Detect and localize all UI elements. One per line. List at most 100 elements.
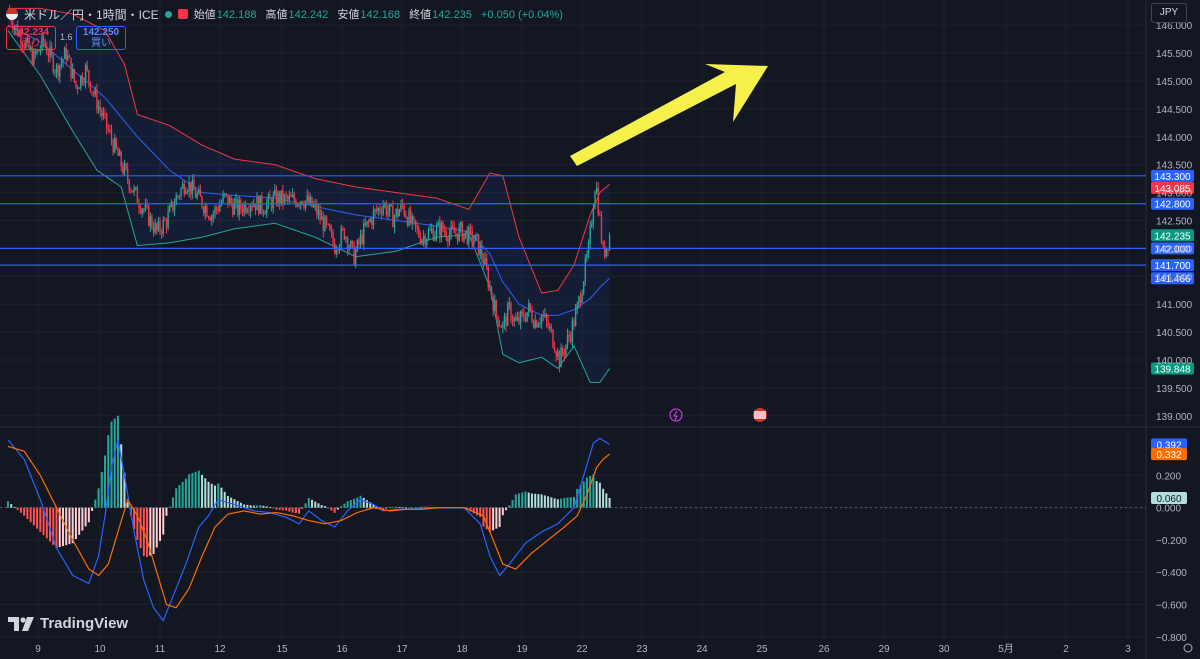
price-tag: 143.300 bbox=[1154, 172, 1191, 183]
candle-body bbox=[266, 203, 268, 214]
time-tick-label: 30 bbox=[938, 644, 950, 655]
time-tick-label: 5月 bbox=[998, 643, 1014, 655]
macd-histogram-bar bbox=[71, 507, 74, 544]
candlestick-series bbox=[8, 4, 611, 373]
candle-body bbox=[67, 55, 69, 60]
symbol-title[interactable]: 米ドル／円・1時間・ICE bbox=[24, 7, 159, 22]
time-tick-label: 15 bbox=[276, 644, 288, 655]
candle-body bbox=[332, 232, 334, 243]
candle-body bbox=[586, 254, 588, 259]
macd-histogram-bar bbox=[78, 507, 81, 535]
candle-body bbox=[367, 221, 370, 223]
macd-histogram-bar bbox=[501, 507, 504, 516]
buy-button[interactable]: 142.250 買い bbox=[76, 26, 126, 50]
candle-body bbox=[38, 50, 40, 52]
candle-body bbox=[193, 180, 195, 191]
macd-histogram-bar bbox=[68, 507, 71, 545]
candle-body bbox=[498, 325, 501, 327]
candle-body bbox=[12, 21, 14, 30]
candle-body bbox=[18, 32, 21, 36]
macd-histogram-bar bbox=[524, 491, 527, 508]
price-tick-label: 140.500 bbox=[1156, 328, 1193, 339]
settings-gear-icon[interactable] bbox=[1183, 643, 1193, 653]
candle-body bbox=[563, 352, 565, 355]
candle-body bbox=[379, 208, 381, 212]
candle-body bbox=[570, 336, 572, 342]
macd-histogram-bar bbox=[19, 507, 22, 513]
price-tag-bg bbox=[1151, 229, 1194, 242]
candle-body bbox=[191, 180, 194, 195]
candle-body bbox=[149, 216, 152, 226]
macd-histogram-bar bbox=[550, 497, 553, 508]
macd-tick-label: −0.800 bbox=[1156, 633, 1187, 644]
candle-body bbox=[500, 325, 502, 328]
candle-body bbox=[474, 234, 477, 242]
candle-body bbox=[39, 49, 42, 52]
candle-body bbox=[403, 205, 405, 215]
candle-body bbox=[196, 193, 198, 198]
high-label: 高値 bbox=[265, 9, 288, 21]
macd-histogram-bar bbox=[87, 507, 90, 523]
candle-body bbox=[42, 35, 45, 42]
currency-selector[interactable]: JPY bbox=[1151, 3, 1187, 23]
candle-body bbox=[104, 112, 106, 114]
candle-body bbox=[211, 216, 213, 221]
low-label: 安値 bbox=[337, 9, 360, 21]
candle-body bbox=[325, 216, 328, 224]
candle-body bbox=[99, 106, 101, 112]
macd-histogram-bar bbox=[291, 507, 294, 513]
macd-tag: 0.392 bbox=[1156, 440, 1181, 451]
tradingview-logo[interactable]: TradingView bbox=[8, 615, 128, 632]
candle-body bbox=[288, 196, 291, 200]
macd-histogram-bar bbox=[181, 481, 184, 508]
candle-body bbox=[133, 187, 135, 193]
macd-histogram-bar bbox=[201, 474, 204, 508]
candle-body bbox=[363, 223, 365, 244]
macd-histogram-bar bbox=[32, 507, 35, 526]
macd-histogram-bar bbox=[511, 499, 514, 508]
candle-body bbox=[573, 320, 575, 326]
candle-body bbox=[214, 207, 216, 214]
macd-histogram-bar bbox=[585, 477, 588, 508]
candle-body bbox=[523, 313, 525, 319]
macd-histogram-bar bbox=[414, 507, 417, 509]
candle-body bbox=[117, 148, 119, 156]
time-tick-label: 3 bbox=[1125, 644, 1131, 655]
candle-body bbox=[526, 312, 528, 322]
macd-histogram-bar bbox=[563, 498, 566, 508]
candle-body bbox=[181, 183, 184, 189]
macd-histogram-bar bbox=[281, 507, 284, 511]
sell-button[interactable]: 142.234 売り bbox=[6, 26, 56, 50]
candle-body bbox=[591, 223, 593, 226]
macd-histogram-bar bbox=[159, 507, 162, 542]
candle-body bbox=[342, 228, 344, 230]
macd-histogram-bar bbox=[265, 506, 268, 508]
macd-histogram-bar bbox=[226, 496, 229, 508]
candle-body bbox=[532, 321, 535, 328]
indicator-icon[interactable] bbox=[177, 9, 188, 19]
candle-body bbox=[374, 209, 376, 211]
candle-body bbox=[369, 219, 371, 222]
buy-price: 142.250 bbox=[82, 27, 120, 38]
macd-histogram-bar bbox=[317, 503, 320, 508]
candle-body bbox=[308, 195, 310, 204]
candle-body bbox=[540, 315, 543, 323]
candle-body bbox=[608, 234, 611, 250]
time-tick-label: 11 bbox=[155, 644, 166, 655]
candle-body bbox=[264, 213, 266, 215]
candle-body bbox=[301, 201, 304, 205]
price-tag: 139.848 bbox=[1154, 365, 1191, 376]
candle-body bbox=[235, 198, 237, 203]
time-tick-label: 25 bbox=[756, 644, 768, 655]
candle-body bbox=[494, 300, 496, 311]
candle-body bbox=[574, 309, 577, 326]
macd-histogram-bar bbox=[139, 507, 142, 549]
candle-body bbox=[584, 258, 587, 282]
macd-histogram-bar bbox=[197, 470, 200, 508]
candle-body bbox=[272, 195, 274, 209]
macd-line bbox=[7, 437, 610, 622]
candle-body bbox=[89, 81, 92, 92]
candle-body bbox=[390, 204, 392, 207]
